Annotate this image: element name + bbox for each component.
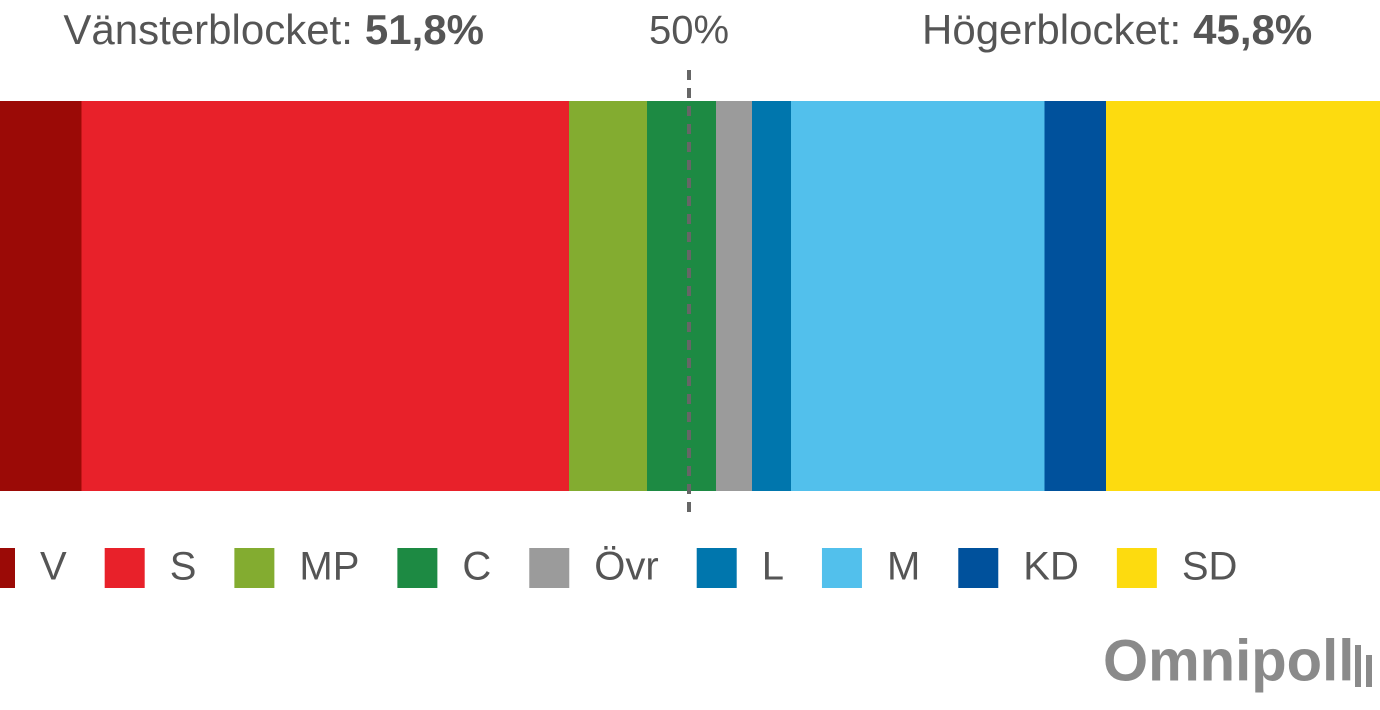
logo-bars bbox=[1355, 645, 1372, 687]
legend-label: V bbox=[40, 545, 67, 589]
logo-bar bbox=[1366, 655, 1372, 687]
legend-label: SD bbox=[1182, 545, 1238, 589]
legend-swatch bbox=[958, 548, 999, 588]
legend-swatch bbox=[104, 548, 145, 588]
block-label: Vänsterblocket: bbox=[63, 6, 353, 53]
legend-swatch bbox=[821, 548, 862, 588]
block-header: Vänsterblocket: 51,8% bbox=[63, 6, 484, 53]
bar-segment bbox=[1106, 101, 1380, 491]
legend-label: KD bbox=[1023, 545, 1079, 589]
block-value: 51,8% bbox=[365, 6, 484, 53]
legend-label: L bbox=[762, 545, 784, 589]
block-label: Högerblocket: bbox=[922, 6, 1181, 53]
legend: V S MP C Övr L M KD SD bbox=[0, 545, 1237, 589]
bar-segment bbox=[716, 101, 752, 491]
legend-label: C bbox=[462, 545, 491, 589]
bar-group bbox=[0, 101, 1380, 491]
bar-segment bbox=[81, 101, 569, 491]
legend-label: S bbox=[170, 545, 197, 589]
legend-swatch bbox=[529, 548, 570, 588]
bar-segment bbox=[569, 101, 647, 491]
legend-swatch bbox=[1116, 548, 1157, 588]
bar-segment bbox=[1044, 101, 1106, 491]
bar-segment bbox=[0, 101, 82, 491]
legend-swatch bbox=[397, 548, 438, 588]
block-header: Högerblocket: 45,8% bbox=[922, 6, 1312, 53]
block-value: 45,8% bbox=[1193, 6, 1312, 53]
source-logo: Omnipoll bbox=[1103, 628, 1354, 693]
legend-label: M bbox=[887, 545, 920, 589]
bar-segment bbox=[647, 101, 716, 491]
legend-label: MP bbox=[299, 545, 359, 589]
legend-swatch bbox=[696, 548, 737, 588]
bar-segment bbox=[752, 101, 791, 491]
legend-label: Övr bbox=[594, 545, 658, 589]
reference-label: 50% bbox=[649, 9, 729, 53]
legend-swatch bbox=[0, 548, 15, 588]
logo-bar bbox=[1355, 645, 1361, 687]
bar-segment bbox=[791, 101, 1045, 491]
legend-swatch bbox=[234, 548, 275, 588]
